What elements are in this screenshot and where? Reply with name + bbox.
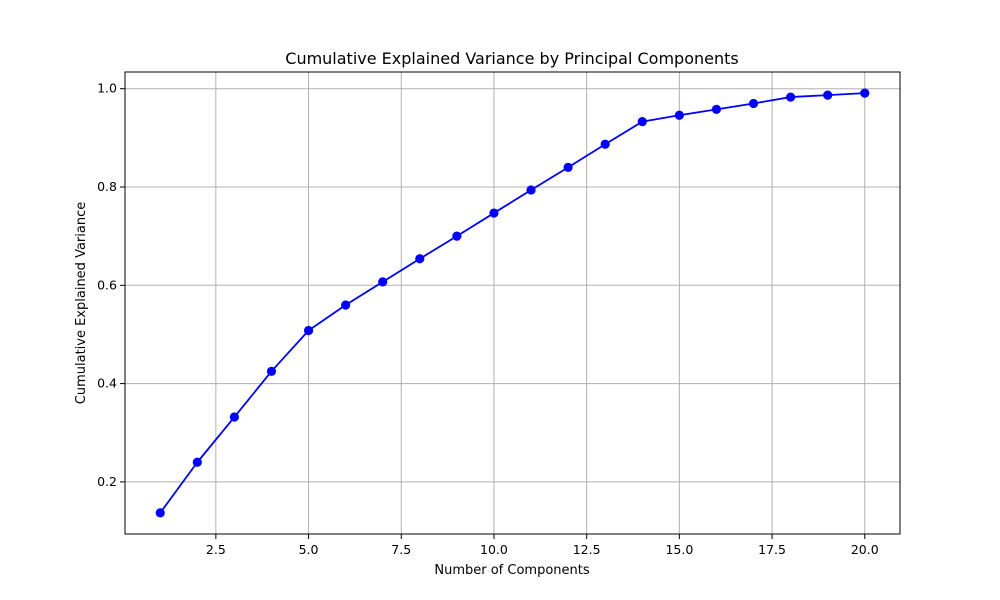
y-tick-label: 0.4 bbox=[97, 376, 117, 391]
data-point bbox=[860, 88, 870, 98]
data-point bbox=[415, 254, 425, 264]
chart-title: Cumulative Explained Variance by Princip… bbox=[285, 49, 738, 68]
data-point bbox=[823, 90, 833, 100]
x-tick-label: 20.0 bbox=[851, 542, 879, 557]
series-line bbox=[159, 92, 866, 514]
data-point bbox=[786, 92, 796, 102]
plot-layer bbox=[155, 88, 870, 518]
data-point bbox=[489, 208, 499, 218]
x-tick-label: 10.0 bbox=[480, 542, 508, 557]
data-point bbox=[192, 457, 202, 467]
grid-layer bbox=[125, 72, 900, 534]
data-point bbox=[452, 231, 462, 241]
x-axis-label: Number of Components bbox=[434, 563, 589, 578]
data-point bbox=[711, 104, 722, 114]
x-tick-label: 5.0 bbox=[299, 542, 319, 557]
x-tick-label: 7.5 bbox=[391, 542, 411, 557]
data-point bbox=[303, 325, 314, 336]
tick-layer: 2.5 5.0 7.5 10.0 12.5 15.0 17.5 20.0 0.2 0.4 0.6 0.… bbox=[97, 81, 879, 557]
y-tick-label: 0.8 bbox=[97, 179, 117, 194]
data-point bbox=[229, 412, 239, 422]
plot-frame bbox=[124, 71, 901, 535]
data-point bbox=[674, 110, 684, 120]
data-point bbox=[341, 300, 351, 310]
y-axis-label: Cumulative Explained Variance bbox=[74, 202, 89, 404]
data-point bbox=[378, 277, 388, 287]
y-tick-label: 1.0 bbox=[97, 81, 117, 96]
y-tick-label: 0.6 bbox=[97, 277, 117, 292]
data-point bbox=[526, 185, 536, 195]
data-point bbox=[637, 117, 647, 127]
data-point bbox=[600, 139, 610, 149]
data-point bbox=[563, 162, 573, 172]
x-tick-label: 2.5 bbox=[206, 542, 226, 557]
data-point bbox=[155, 508, 165, 518]
data-point bbox=[266, 366, 277, 376]
axes-layer bbox=[124, 71, 901, 535]
data-point bbox=[748, 98, 759, 109]
x-tick-label: 17.5 bbox=[758, 542, 786, 557]
y-tick-label: 0.2 bbox=[97, 474, 117, 489]
x-tick-label: 15.0 bbox=[665, 542, 693, 557]
x-tick-label: 12.5 bbox=[573, 542, 601, 557]
